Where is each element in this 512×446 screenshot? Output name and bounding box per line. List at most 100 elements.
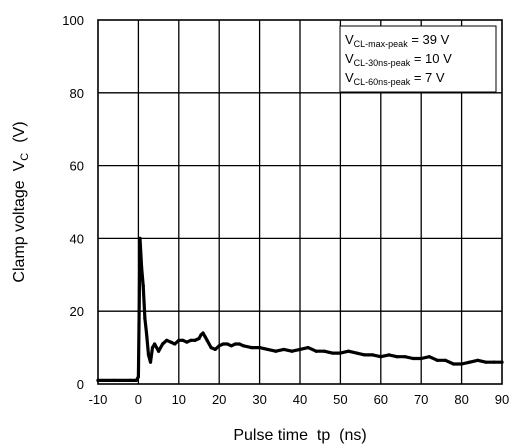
series-0-point-3 (134, 378, 138, 382)
series-0-point-27 (203, 335, 207, 339)
series-0-point-36 (237, 342, 241, 346)
series-0-point-50 (346, 349, 351, 353)
series-0-point-47 (322, 349, 326, 353)
x-tick-label-4: 30 (252, 392, 266, 407)
series-0-point-16 (165, 338, 169, 342)
y-tick-label-3: 60 (70, 159, 84, 174)
legend-box (339, 25, 497, 93)
series-0-point-46 (314, 349, 318, 353)
series-0-point-29 (209, 346, 213, 350)
series-0-point-66 (476, 358, 480, 362)
legend-entry-2-value: = 10 V (410, 51, 452, 66)
y-tick-label-5: 100 (62, 13, 84, 28)
x-axis-title: Pulse time tp (ns) (233, 427, 366, 444)
x-tick-label-1: 0 (135, 392, 142, 407)
series-0-point-55 (387, 353, 391, 357)
x-tick-label-0: -10 (89, 392, 108, 407)
legend-entry-1: VCL-max-peak = 39 V (345, 32, 450, 49)
legend-entry-2-subscript: CL-30ns-peak (354, 58, 411, 68)
series-0-point-11 (148, 360, 153, 364)
y-tick-label-1: 20 (70, 304, 84, 319)
series-0-point-59 (419, 356, 423, 361)
series-0-point-43 (290, 349, 294, 353)
series-0-point-9 (144, 331, 149, 335)
legend-entry-3-value: = 7 V (410, 70, 445, 85)
data-series-layer (96, 236, 504, 382)
legend-entry-1-value: = 39 V (408, 32, 450, 47)
series-0-point-67 (484, 360, 488, 364)
series-0-point-35 (233, 342, 237, 346)
series-0-point-34 (229, 344, 233, 348)
series-0-point-51 (354, 351, 359, 355)
series-0-point-33 (225, 342, 229, 346)
series-0-point-18 (173, 342, 177, 346)
series-0-point-52 (363, 353, 367, 357)
series-0-point-15 (161, 342, 165, 346)
legend-entry-1-prefix: V (345, 32, 354, 47)
series-0-point-30 (213, 347, 217, 352)
series-0-point-37 (241, 344, 246, 348)
series-0-point-6 (140, 265, 144, 270)
plot-frame (97, 19, 503, 385)
series-0-point-26 (201, 331, 205, 335)
series-0-point-17 (169, 340, 173, 344)
y-tick-label-2: 40 (70, 231, 84, 246)
series-0-point-1 (112, 378, 116, 382)
series-0-point-40 (266, 347, 270, 352)
series-0-point-60 (427, 355, 431, 359)
series-0-point-61 (435, 358, 439, 362)
series-0-point-19 (177, 338, 181, 342)
series-0-point-32 (221, 342, 225, 346)
legend-entry-3: VCL-60ns-peak = 7 V (345, 70, 445, 87)
series-0-point-39 (258, 346, 262, 350)
series-0-point-12 (150, 346, 155, 350)
tick-labels: -10 0 10 20 30 40 50 60 70 80 90 0 20 40 60 80 100 (62, 13, 509, 407)
series-0-point-28 (205, 338, 209, 342)
series-0-point-23 (193, 338, 197, 342)
x-tick-label-5: 40 (293, 392, 307, 407)
series-0-point-68 (492, 360, 496, 364)
series-0-point-57 (403, 355, 407, 359)
series-0-point-54 (379, 355, 383, 359)
legend-entry-3-subscript: CL-60ns-peak (354, 77, 411, 87)
series-0-point-49 (338, 351, 342, 355)
series-0-point-53 (371, 353, 375, 357)
x-tick-label-8: 70 (414, 392, 428, 407)
y-axis-title: Clamp voltage VC (V) (11, 121, 31, 282)
series-0-point-62 (443, 358, 448, 362)
series-0-point-14 (157, 349, 161, 353)
y-axis-title-unit: (V) (11, 121, 28, 142)
series-0-point-31 (217, 344, 221, 348)
series-0-point-2 (128, 378, 132, 382)
series-line-0 (96, 236, 504, 382)
series-0-point-13 (152, 342, 157, 346)
x-tick-label-3: 20 (212, 392, 226, 407)
series-0-point-20 (181, 338, 185, 342)
legend-entry-2-prefix: V (345, 51, 354, 66)
series-0-point-48 (330, 351, 334, 355)
x-tick-label-7: 60 (374, 392, 388, 407)
x-tick-label-6: 50 (333, 392, 347, 407)
legend-entry-2: VCL-30ns-peak = 10 V (345, 51, 452, 68)
series-0-point-8 (143, 316, 147, 321)
series-0-point-58 (411, 356, 415, 361)
series-0-point-64 (460, 362, 464, 366)
y-tick-label-4: 80 (70, 86, 84, 101)
y-tick-label-0: 0 (77, 377, 84, 392)
series-0-point-45 (306, 346, 310, 350)
series-0-point-65 (468, 360, 472, 364)
y-axis-title-subscript: C (19, 153, 31, 161)
series-0-point-21 (185, 340, 189, 344)
x-tick-label-10: 90 (495, 392, 509, 407)
series-0-point-4 (136, 375, 140, 379)
series-0-point-41 (274, 349, 278, 353)
legend-entry-1-subscript: CL-max-peak (354, 39, 409, 49)
x-tick-label-2: 10 (172, 392, 186, 407)
series-0-point-63 (451, 362, 456, 366)
series-0-point-22 (189, 338, 193, 342)
y-axis-title-main: Clamp voltage V (11, 160, 28, 282)
series-0-point-44 (298, 347, 302, 352)
series-0-point-5 (138, 236, 142, 240)
series-0-point-7 (141, 284, 145, 288)
series-0-point-24 (197, 336, 201, 341)
